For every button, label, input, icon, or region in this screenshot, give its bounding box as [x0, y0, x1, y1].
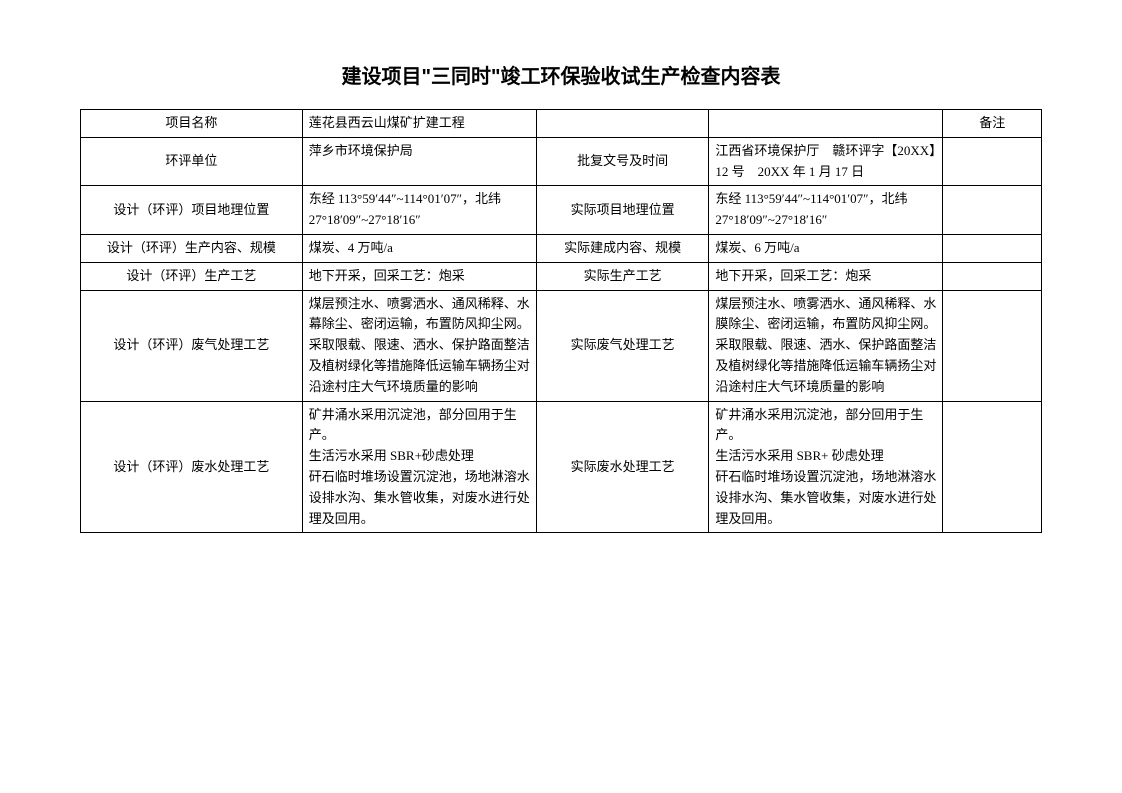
label-actual-process: 实际生产工艺 — [536, 262, 708, 290]
remark-cell — [943, 401, 1042, 533]
value-design-gas-treatment: 煤层预注水、喷雾洒水、通风稀释、水幕除尘、密闭运输，布置防风抑尘网。采取限载、限… — [302, 290, 536, 401]
cell-empty — [709, 110, 943, 138]
value-design-water-treatment: 矿井涌水采用沉淀池，部分回用于生产。生活污水采用 SBR+砂虑处理矸石临时堆场设… — [302, 401, 536, 533]
table-row: 设计（环评）废水处理工艺 矿井涌水采用沉淀池，部分回用于生产。生活污水采用 SB… — [81, 401, 1042, 533]
label-actual-gas-treatment: 实际废气处理工艺 — [536, 290, 708, 401]
table-row: 设计（环评）生产工艺 地下开采，回采工艺：炮采 实际生产工艺 地下开采，回采工艺… — [81, 262, 1042, 290]
label-actual-location: 实际项目地理位置 — [536, 186, 708, 235]
table-row: 设计（环评）废气处理工艺 煤层预注水、喷雾洒水、通风稀释、水幕除尘、密闭运输，布… — [81, 290, 1042, 401]
label-design-water-treatment: 设计（环评）废水处理工艺 — [81, 401, 303, 533]
table-row: 项目名称 莲花县西云山煤矿扩建工程 备注 — [81, 110, 1042, 138]
remark-cell — [943, 234, 1042, 262]
value-actual-process: 地下开采，回采工艺：炮采 — [709, 262, 943, 290]
inspection-table: 项目名称 莲花县西云山煤矿扩建工程 备注 环评单位 萍乡市环境保护局 批复文号及… — [80, 109, 1042, 533]
value-approval-doc: 江西省环境保护厅 赣环评字【20XX】12 号 20XX 年 1 月 17 日 — [709, 137, 943, 186]
value-project-name: 莲花县西云山煤矿扩建工程 — [302, 110, 536, 138]
table-row: 设计（环评）项目地理位置 东经 113°59′44″~114°01′07″，北纬… — [81, 186, 1042, 235]
label-design-location: 设计（环评）项目地理位置 — [81, 186, 303, 235]
remark-cell — [943, 262, 1042, 290]
remark-cell — [943, 186, 1042, 235]
value-design-location: 东经 113°59′44″~114°01′07″，北纬 27°18′09″~27… — [302, 186, 536, 235]
value-eia-unit: 萍乡市环境保护局 — [302, 137, 536, 186]
label-design-gas-treatment: 设计（环评）废气处理工艺 — [81, 290, 303, 401]
document-title: 建设项目"三同时"竣工环保验收试生产检查内容表 — [80, 60, 1042, 89]
table-row: 设计（环评）生产内容、规模 煤炭、4 万吨/a 实际建成内容、规模 煤炭、6 万… — [81, 234, 1042, 262]
value-actual-scale: 煤炭、6 万吨/a — [709, 234, 943, 262]
value-actual-gas-treatment: 煤层预注水、喷雾洒水、通风稀释、水膜除尘、密闭运输，布置防风抑尘网。采取限载、限… — [709, 290, 943, 401]
label-actual-water-treatment: 实际废水处理工艺 — [536, 401, 708, 533]
remark-cell — [943, 137, 1042, 186]
label-approval-doc: 批复文号及时间 — [536, 137, 708, 186]
cell-empty — [536, 110, 708, 138]
label-actual-scale: 实际建成内容、规模 — [536, 234, 708, 262]
label-eia-unit: 环评单位 — [81, 137, 303, 186]
label-project-name: 项目名称 — [81, 110, 303, 138]
value-actual-location: 东经 113°59′44″~114°01′07″，北纬 27°18′09″~27… — [709, 186, 943, 235]
label-design-process: 设计（环评）生产工艺 — [81, 262, 303, 290]
value-actual-water-treatment: 矿井涌水采用沉淀池，部分回用于生产。生活污水采用 SBR+ 砂虑处理矸石临时堆场… — [709, 401, 943, 533]
value-design-process: 地下开采，回采工艺：炮采 — [302, 262, 536, 290]
remark-cell — [943, 290, 1042, 401]
table-row: 环评单位 萍乡市环境保护局 批复文号及时间 江西省环境保护厅 赣环评字【20XX… — [81, 137, 1042, 186]
value-design-scale: 煤炭、4 万吨/a — [302, 234, 536, 262]
label-design-scale: 设计（环评）生产内容、规模 — [81, 234, 303, 262]
remark-header: 备注 — [943, 110, 1042, 138]
